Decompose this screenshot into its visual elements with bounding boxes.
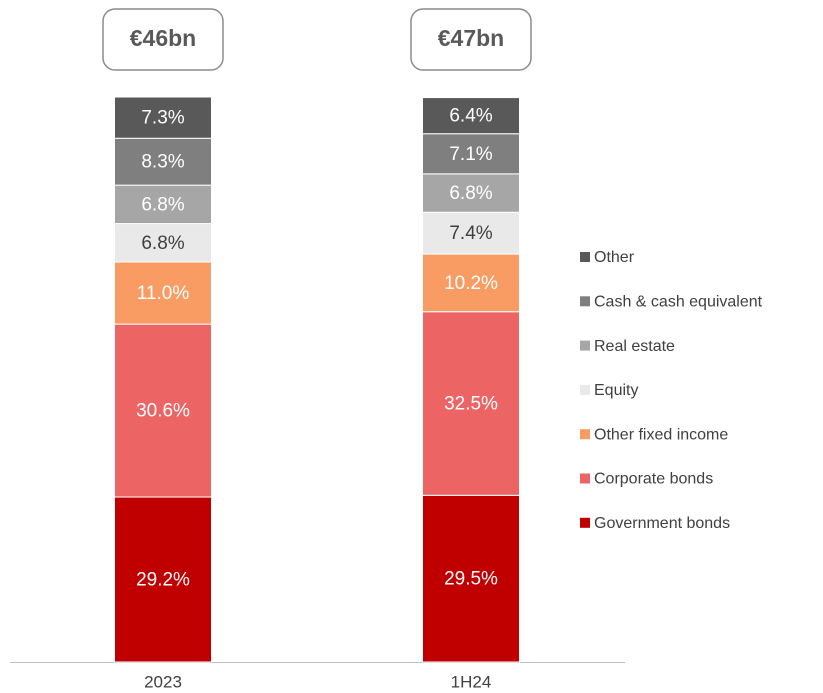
total-label: €47bn (438, 25, 504, 51)
bar-segment (114, 96, 212, 139)
legend-label: Cash & cash equivalent (594, 294, 763, 311)
legend-label: Real estate (594, 338, 675, 355)
legend-label: Equity (594, 382, 638, 399)
value-label: 32.5% (444, 394, 498, 415)
value-label: 11.0% (137, 283, 190, 304)
bar-segment (422, 211, 520, 255)
bar-segment (114, 137, 212, 186)
legend-swatch (580, 384, 590, 395)
value-label: 7.3% (141, 108, 184, 129)
legend-swatch (580, 296, 590, 307)
bar-segment (114, 323, 212, 498)
legend-swatch (580, 340, 590, 351)
value-label: 30.6% (136, 401, 190, 422)
bar-segment (422, 173, 520, 213)
x-tick-label: 2023 (144, 672, 182, 691)
bar-segment (422, 311, 520, 496)
bar-segment (114, 496, 212, 663)
bar-segment (422, 97, 520, 135)
legend-swatch (580, 252, 590, 262)
value-label: 10.2% (444, 273, 498, 294)
legend-swatch (580, 429, 590, 440)
total-label: €46bn (130, 25, 196, 51)
total-box (410, 8, 532, 71)
legend-swatch (580, 517, 590, 528)
value-label: 6.8% (449, 183, 492, 204)
value-label: 6.4% (449, 106, 492, 127)
bar-segment (114, 184, 212, 225)
legend-label: Corporate bonds (594, 471, 713, 488)
legend-label: Other (594, 249, 635, 266)
value-label: 29.2% (136, 570, 190, 591)
bar-segment (422, 133, 520, 175)
bar-segment (114, 223, 212, 263)
value-label: 7.4% (449, 223, 492, 244)
bar-segment (422, 253, 520, 313)
legend-label: Government bonds (594, 515, 730, 532)
value-label: 6.8% (141, 194, 184, 215)
value-label: 8.3% (141, 152, 184, 173)
legend-label: Other fixed income (594, 426, 728, 443)
total-box (102, 8, 224, 71)
value-label: 7.1% (449, 144, 492, 165)
value-label: 29.5% (444, 569, 498, 590)
x-tick-label: 1H24 (451, 672, 492, 691)
bar-segment (114, 261, 212, 325)
value-label: 6.8% (141, 233, 184, 254)
bar-segment (422, 494, 520, 663)
legend-swatch (580, 473, 590, 484)
